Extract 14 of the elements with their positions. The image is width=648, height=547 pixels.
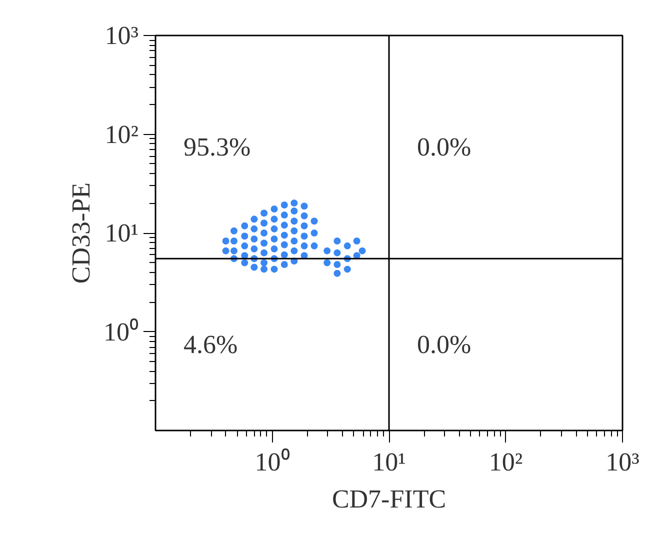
annotation: 0.0%	[417, 132, 472, 162]
x-tick-label: 10⁰	[254, 448, 290, 476]
x-tick-label: 10²	[488, 448, 523, 476]
y-tick-label: 10⁰	[104, 317, 138, 346]
annotation: 0.0%	[417, 330, 472, 360]
annotation: 95.3%	[184, 132, 251, 162]
x-axis-title: CD7-FITC	[332, 484, 446, 514]
x-tick-label: 10³	[606, 448, 640, 476]
x-tick-label: 10¹	[372, 448, 406, 476]
y-axis-title: CD33-PE	[66, 182, 96, 284]
y-tick-label: 10³	[104, 21, 139, 50]
y-tick-label: 10²	[104, 120, 139, 149]
y-tick-label: 10¹	[104, 218, 138, 248]
annotation: 4.6%	[184, 330, 238, 360]
